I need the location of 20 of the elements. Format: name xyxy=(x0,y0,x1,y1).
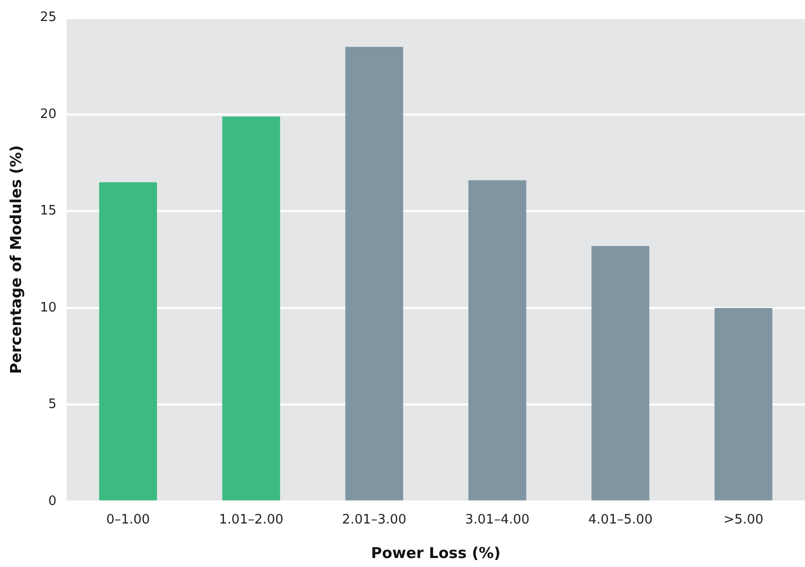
y-tick-label: 25 xyxy=(40,10,57,26)
x-axis-title: Power Loss (%) xyxy=(370,544,501,562)
bar xyxy=(591,246,650,500)
y-tick-label: 15 xyxy=(40,204,57,219)
x-tick-label: >5.00 xyxy=(724,512,764,528)
bar xyxy=(345,46,404,500)
x-tick-label: 2.01–3.00 xyxy=(342,512,406,528)
x-tick-label: 1.01–2.00 xyxy=(218,512,284,528)
y-axis-title: Percentage of Modules (%) xyxy=(6,145,25,374)
x-tick-label: 3.01–4.00 xyxy=(465,512,530,528)
bar xyxy=(714,308,772,500)
x-tick-label: 4.01–5.00 xyxy=(588,512,653,528)
bar xyxy=(468,180,526,500)
y-tick-label: 20 xyxy=(40,106,57,122)
y-tick-label: 0 xyxy=(48,494,57,509)
bar xyxy=(222,116,280,500)
bar xyxy=(99,182,158,500)
y-tick-label: 10 xyxy=(40,300,57,316)
x-tick-label: 0–1.00 xyxy=(106,512,150,528)
y-tick-label: 5 xyxy=(48,397,57,412)
